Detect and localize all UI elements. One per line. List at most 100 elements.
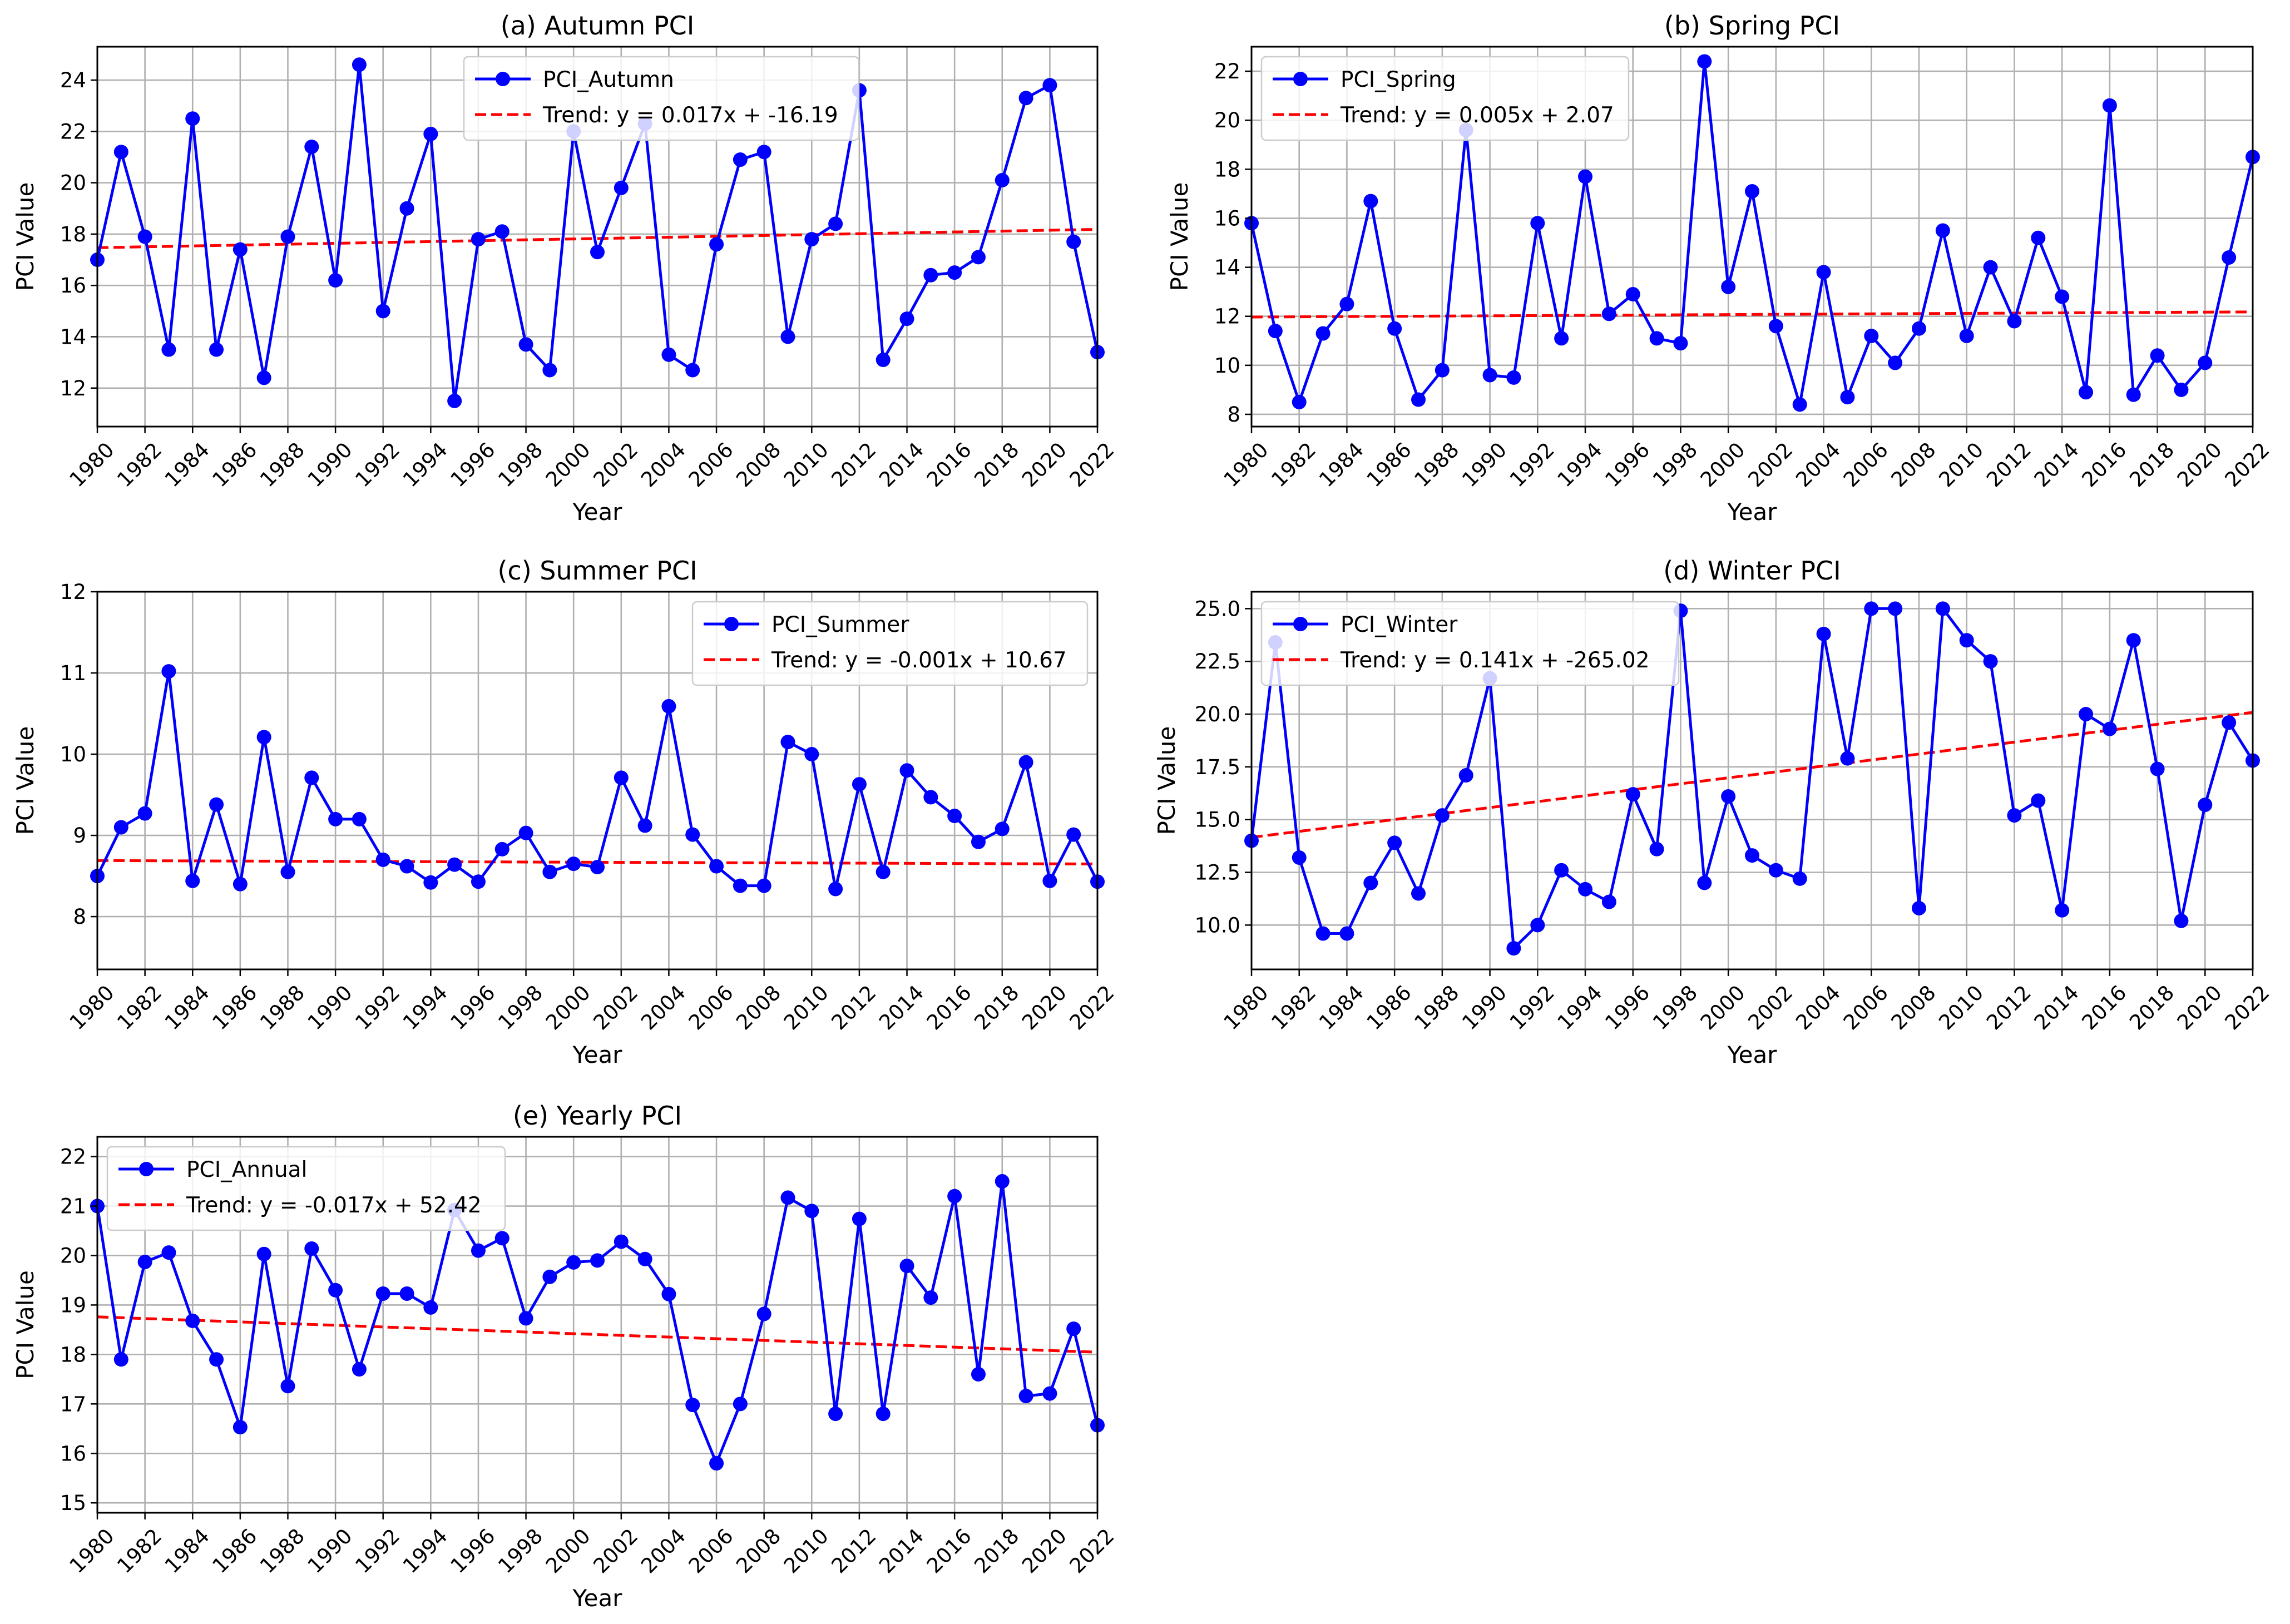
y-tick-label: 15: [60, 1491, 86, 1515]
data-point: [2222, 250, 2237, 265]
data-point: [828, 1407, 843, 1422]
y-tick-label: 25.0: [1195, 597, 1240, 621]
data-point: [756, 878, 771, 893]
data-point: [494, 841, 510, 856]
x-tick-label: 1990: [1457, 981, 1511, 1034]
x-tick-label: 2002: [588, 981, 642, 1034]
data-point: [852, 777, 867, 792]
y-axis-label: PCI Value: [1153, 726, 1180, 835]
data-point: [494, 224, 510, 239]
data-point: [185, 111, 200, 126]
legend-trend-label: Trend: y = -0.017x + 52.42: [186, 1193, 482, 1218]
x-tick-label: 1994: [398, 438, 452, 492]
data-point: [1530, 216, 1545, 231]
legend-trend-label: Trend: y = 0.005x + 2.07: [1340, 103, 1614, 128]
data-point: [1387, 321, 1402, 336]
series-markers: [1244, 54, 2260, 412]
y-axis-label: PCI Value: [12, 726, 39, 835]
data-point: [1816, 626, 1831, 641]
data-point: [2222, 715, 2237, 730]
data-point: [756, 1306, 771, 1321]
data-point: [590, 860, 605, 875]
y-tick-label: 19: [60, 1293, 86, 1317]
x-tick-label: 1998: [1648, 438, 1702, 492]
legend: PCI_Autumn Trend: y = 0.017x + -16.19: [463, 56, 860, 141]
data-point: [1506, 370, 1521, 385]
y-tick-label: 14: [60, 325, 86, 349]
y-tick-label: 18: [60, 1343, 86, 1366]
x-tick-label: 2020: [2173, 438, 2227, 492]
data-point: [1315, 926, 1331, 941]
data-point: [566, 1255, 581, 1270]
x-tick-label: 2022: [2220, 981, 2274, 1034]
data-point: [1411, 886, 1426, 901]
data-point: [2007, 808, 2022, 823]
x-tick-label: 2016: [2077, 438, 2131, 492]
data-point: [1066, 1321, 1081, 1336]
y-tick-label: 24: [60, 68, 86, 92]
data-point: [1840, 390, 1855, 405]
x-tick-label: 1992: [350, 981, 404, 1034]
data-point: [1792, 871, 1807, 886]
data-point: [423, 1300, 438, 1315]
data-point: [1363, 194, 1378, 209]
data-point: [828, 882, 843, 897]
legend-series-label: PCI_Annual: [186, 1157, 307, 1182]
data-point: [1935, 601, 1950, 616]
x-tick-label: 1980: [65, 438, 119, 492]
data-point: [518, 825, 533, 840]
data-point: [1554, 863, 1569, 878]
x-tick-label: 1988: [1409, 981, 1463, 1034]
data-point: [1864, 328, 1879, 343]
x-tick-label: 1990: [303, 981, 357, 1034]
x-tick-label: 1986: [207, 1524, 261, 1578]
data-point: [1018, 755, 1033, 770]
data-point: [1983, 654, 1998, 669]
data-point: [1745, 848, 1759, 863]
data-point: [637, 818, 652, 833]
data-point: [113, 820, 128, 835]
data-point: [614, 770, 629, 785]
data-point: [1458, 768, 1473, 783]
data-point: [876, 1407, 891, 1422]
x-tick-label: 2000: [1696, 438, 1750, 492]
y-tick-label: 20: [60, 1244, 86, 1267]
x-tick-label: 1984: [1314, 438, 1368, 492]
x-tick-label: 2008: [1887, 438, 1941, 492]
data-point: [1649, 841, 1664, 856]
x-tick-label: 2018: [970, 1524, 1023, 1578]
data-point: [947, 265, 962, 280]
data-point: [399, 1286, 414, 1301]
chart-title: (a) Autumn PCI: [501, 11, 695, 41]
data-point: [137, 229, 152, 244]
series-line: [97, 670, 1097, 890]
axes-frame: [96, 1136, 1099, 1514]
data-point: [328, 1283, 343, 1298]
x-tick-label: 2006: [684, 438, 738, 492]
y-tick-label: 18: [1214, 157, 1240, 181]
data-point: [876, 353, 891, 368]
data-point: [733, 878, 748, 893]
data-point: [876, 864, 891, 879]
data-point: [709, 859, 724, 874]
legend-series-marker: [1293, 72, 1308, 86]
x-tick-label: 2016: [922, 1524, 976, 1578]
x-tick-label: 1996: [1600, 981, 1654, 1034]
x-tick-label: 2008: [731, 1524, 785, 1578]
x-tick-label: 2008: [731, 438, 785, 492]
y-tick-label: 12.5: [1195, 861, 1240, 885]
y-tick-label: 9: [73, 824, 86, 848]
data-point: [923, 268, 938, 283]
data-point: [1768, 863, 1783, 878]
x-tick-label: 1982: [1267, 438, 1320, 492]
data-point: [1506, 941, 1521, 956]
y-tick-label: 10: [1214, 354, 1240, 378]
x-tick-label: 2014: [2030, 981, 2084, 1034]
data-point: [161, 342, 176, 357]
y-tick-label: 15.0: [1195, 808, 1240, 832]
y-tick-label: 17.5: [1195, 755, 1240, 779]
data-point: [304, 139, 319, 154]
series-markers: [90, 57, 1105, 408]
legend-series-marker: [496, 72, 510, 86]
data-point: [2174, 913, 2189, 928]
